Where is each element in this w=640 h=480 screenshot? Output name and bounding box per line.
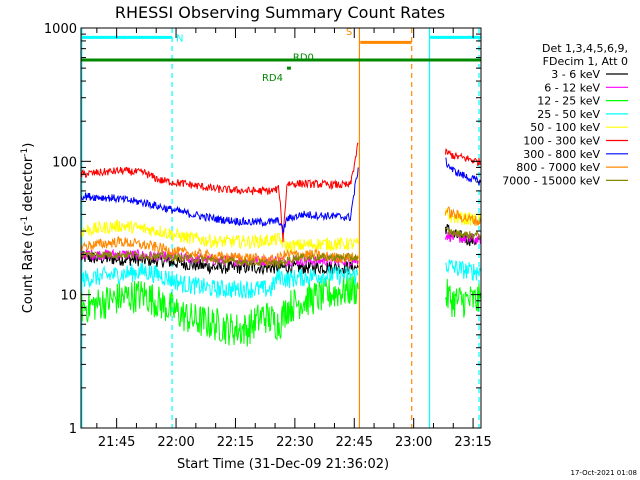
x-tick-label: 22:45 (336, 435, 373, 450)
series-line-4-seg-0 (81, 219, 359, 253)
flag-label-n: N (176, 33, 183, 44)
legend-header-line-1: Det 1,3,4,5,6,9, (542, 42, 628, 55)
legend-entry-label: 25 - 50 keV (537, 108, 600, 121)
flag-label-rd0: RD0 (293, 53, 314, 64)
y-tick-label: 100 (52, 155, 77, 170)
y-axis-label: Count Rate (s-1 detector-1) (20, 143, 36, 314)
series-line-8-seg-0 (81, 250, 359, 270)
x-tick-label: 23:15 (454, 435, 491, 450)
legend-entry-label: 300 - 800 keV (523, 148, 600, 161)
legend: Det 1,3,4,5,6,9, FDecim 1, Att 0 3 - 6 k… (502, 42, 628, 187)
x-tick-label: 23:00 (395, 435, 432, 450)
legend-entry-label: 100 - 300 keV (523, 135, 600, 148)
legend-entry-label: 7000 - 15000 keV (502, 174, 600, 187)
series-line-6-seg-1 (445, 157, 481, 186)
x-tick-label: 22:00 (157, 435, 194, 450)
legend-entry-label: 12 - 25 keV (537, 95, 600, 108)
legend-entry-label: 800 - 7000 keV (516, 161, 600, 174)
series-line-2-seg-1 (444, 278, 481, 318)
series-line-3-seg-1 (445, 259, 481, 281)
x-axis-label: Start Time (31-Dec-09 21:36:02) (177, 457, 389, 472)
series-line-5-seg-1 (444, 148, 481, 167)
flag-label-rd4: RD4 (262, 73, 283, 84)
series-line-8-seg-1 (444, 227, 481, 240)
legend-entry-label: 50 - 100 keV (530, 121, 600, 134)
y-tick-label: 10 (60, 289, 77, 304)
series-line-5-seg-0 (81, 142, 359, 243)
series-line-4-seg-1 (444, 208, 481, 226)
legend-header-line-2: FDecim 1, Att 0 (543, 55, 628, 68)
legend-entry-label: 3 - 6 keV (551, 68, 600, 81)
x-tick-label: 21:45 (98, 435, 135, 450)
x-tick-label: 22:30 (276, 435, 313, 450)
legend-entry-label: 6 - 12 keV (544, 81, 600, 94)
chart-title: RHESSI Observing Summary Count Rates (115, 3, 445, 22)
x-tick-label: 22:15 (217, 435, 254, 450)
series-line-2-seg-0 (81, 272, 359, 347)
series-line-6-seg-0 (81, 167, 359, 234)
series-line-1-seg-0 (81, 248, 359, 268)
y-tick-label: 1 (69, 422, 77, 437)
y-tick-label: 1000 (44, 22, 77, 37)
series-line-3-seg-0 (81, 262, 359, 299)
flag-label-s: S (346, 27, 352, 38)
series-line-7-seg-0 (81, 235, 359, 266)
plot-frame (80, 27, 482, 429)
series-line-7-seg-1 (444, 206, 481, 226)
footer-timestamp: 17-Oct-2021 01:08 (571, 469, 637, 477)
